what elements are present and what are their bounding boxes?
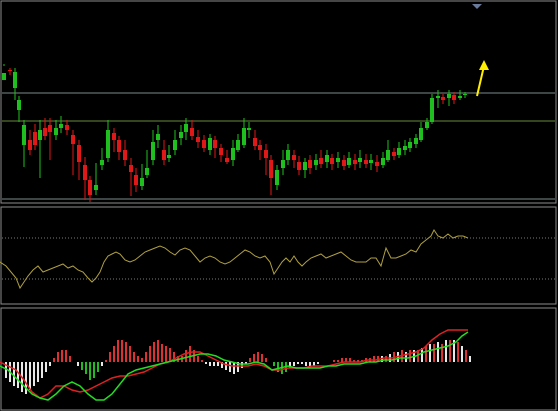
down-triangle-icon[interactable] xyxy=(472,4,482,9)
candle-body xyxy=(297,162,301,170)
candle-body xyxy=(264,150,268,158)
candle-body xyxy=(308,160,312,168)
candle-body xyxy=(375,162,379,166)
candle-body xyxy=(436,96,440,98)
candle-body xyxy=(419,128,423,140)
candle-body xyxy=(347,158,351,165)
candle-body xyxy=(71,135,75,144)
candle-body xyxy=(219,148,223,155)
candle-body xyxy=(397,148,401,155)
candle-body xyxy=(22,125,26,145)
candle-body xyxy=(173,140,177,150)
candle-body xyxy=(463,94,467,95)
candle-body xyxy=(231,148,235,160)
candle-body xyxy=(33,132,37,145)
candle-body xyxy=(2,73,6,80)
macd-line xyxy=(0,331,469,401)
candle-body xyxy=(59,124,63,128)
candle-body xyxy=(28,140,32,150)
candle-body xyxy=(8,70,12,71)
candle-body xyxy=(330,158,334,164)
candle-body xyxy=(65,125,69,130)
candle-body xyxy=(151,142,155,160)
candle-body xyxy=(112,133,116,140)
candle-body xyxy=(54,128,58,135)
candle-body xyxy=(129,165,133,172)
candle-body xyxy=(392,152,396,156)
candle-body xyxy=(83,165,87,180)
candle-body xyxy=(281,160,285,168)
price-level-lines xyxy=(2,92,555,200)
candle-body xyxy=(369,160,373,163)
oscillator-panel-frame xyxy=(0,206,557,305)
candle-body xyxy=(225,158,229,162)
candle-body xyxy=(100,160,104,165)
candle-body xyxy=(48,125,52,132)
candle-body xyxy=(336,158,340,162)
price-candles xyxy=(2,64,467,202)
candle-body xyxy=(353,160,357,164)
candle-body xyxy=(381,158,385,165)
candle-body xyxy=(286,150,290,160)
candle-body xyxy=(430,98,434,122)
candle-body xyxy=(441,97,445,100)
oscillator-level-lines xyxy=(2,237,555,280)
candle-body xyxy=(258,145,262,150)
candle-body xyxy=(425,122,429,128)
candle-body xyxy=(184,124,188,132)
candle-body xyxy=(236,140,240,150)
candle-body xyxy=(88,180,92,195)
candle-body xyxy=(314,160,318,165)
candle-body xyxy=(364,160,368,164)
candle-body xyxy=(38,130,42,140)
candle-body xyxy=(140,178,144,186)
candle-body xyxy=(253,138,257,146)
candle-body xyxy=(117,140,121,152)
candle-body xyxy=(167,155,171,158)
candle-body xyxy=(342,160,346,166)
candle-body xyxy=(94,185,98,190)
candle-body xyxy=(292,155,296,160)
candle-body xyxy=(123,150,127,160)
candle-body xyxy=(77,145,81,162)
up-arrow-icon xyxy=(476,60,489,97)
candle-body xyxy=(43,128,47,136)
candle-body xyxy=(242,128,246,145)
candle-body xyxy=(325,155,329,162)
candle-body xyxy=(196,137,200,142)
candle-body xyxy=(179,132,183,138)
candle-body xyxy=(202,140,206,148)
candle-body xyxy=(13,72,17,88)
price-panel-frame xyxy=(0,0,557,204)
candle-body xyxy=(145,168,149,175)
candle-body xyxy=(17,100,21,110)
candle-body xyxy=(208,138,212,150)
signal-line xyxy=(0,329,468,399)
candle-body xyxy=(156,134,160,140)
candle-body xyxy=(358,158,362,162)
candle-body xyxy=(452,95,456,100)
candle-body xyxy=(303,162,307,170)
candle-body xyxy=(106,130,110,158)
candle-body xyxy=(414,138,418,144)
candle-body xyxy=(269,160,273,178)
candle-body xyxy=(447,94,451,98)
oscillator-line xyxy=(0,229,469,290)
candle-body xyxy=(275,170,279,185)
candle-body xyxy=(247,128,251,130)
candle-body xyxy=(386,150,390,160)
candle-body xyxy=(190,128,194,136)
candle-body xyxy=(403,146,407,150)
candle-body xyxy=(319,158,323,164)
candle-body xyxy=(458,96,462,98)
candle-body xyxy=(213,140,217,148)
candle-body xyxy=(162,150,166,160)
candle-body xyxy=(408,142,412,148)
macd-panel-frame xyxy=(0,307,557,411)
candle-body xyxy=(134,175,138,185)
